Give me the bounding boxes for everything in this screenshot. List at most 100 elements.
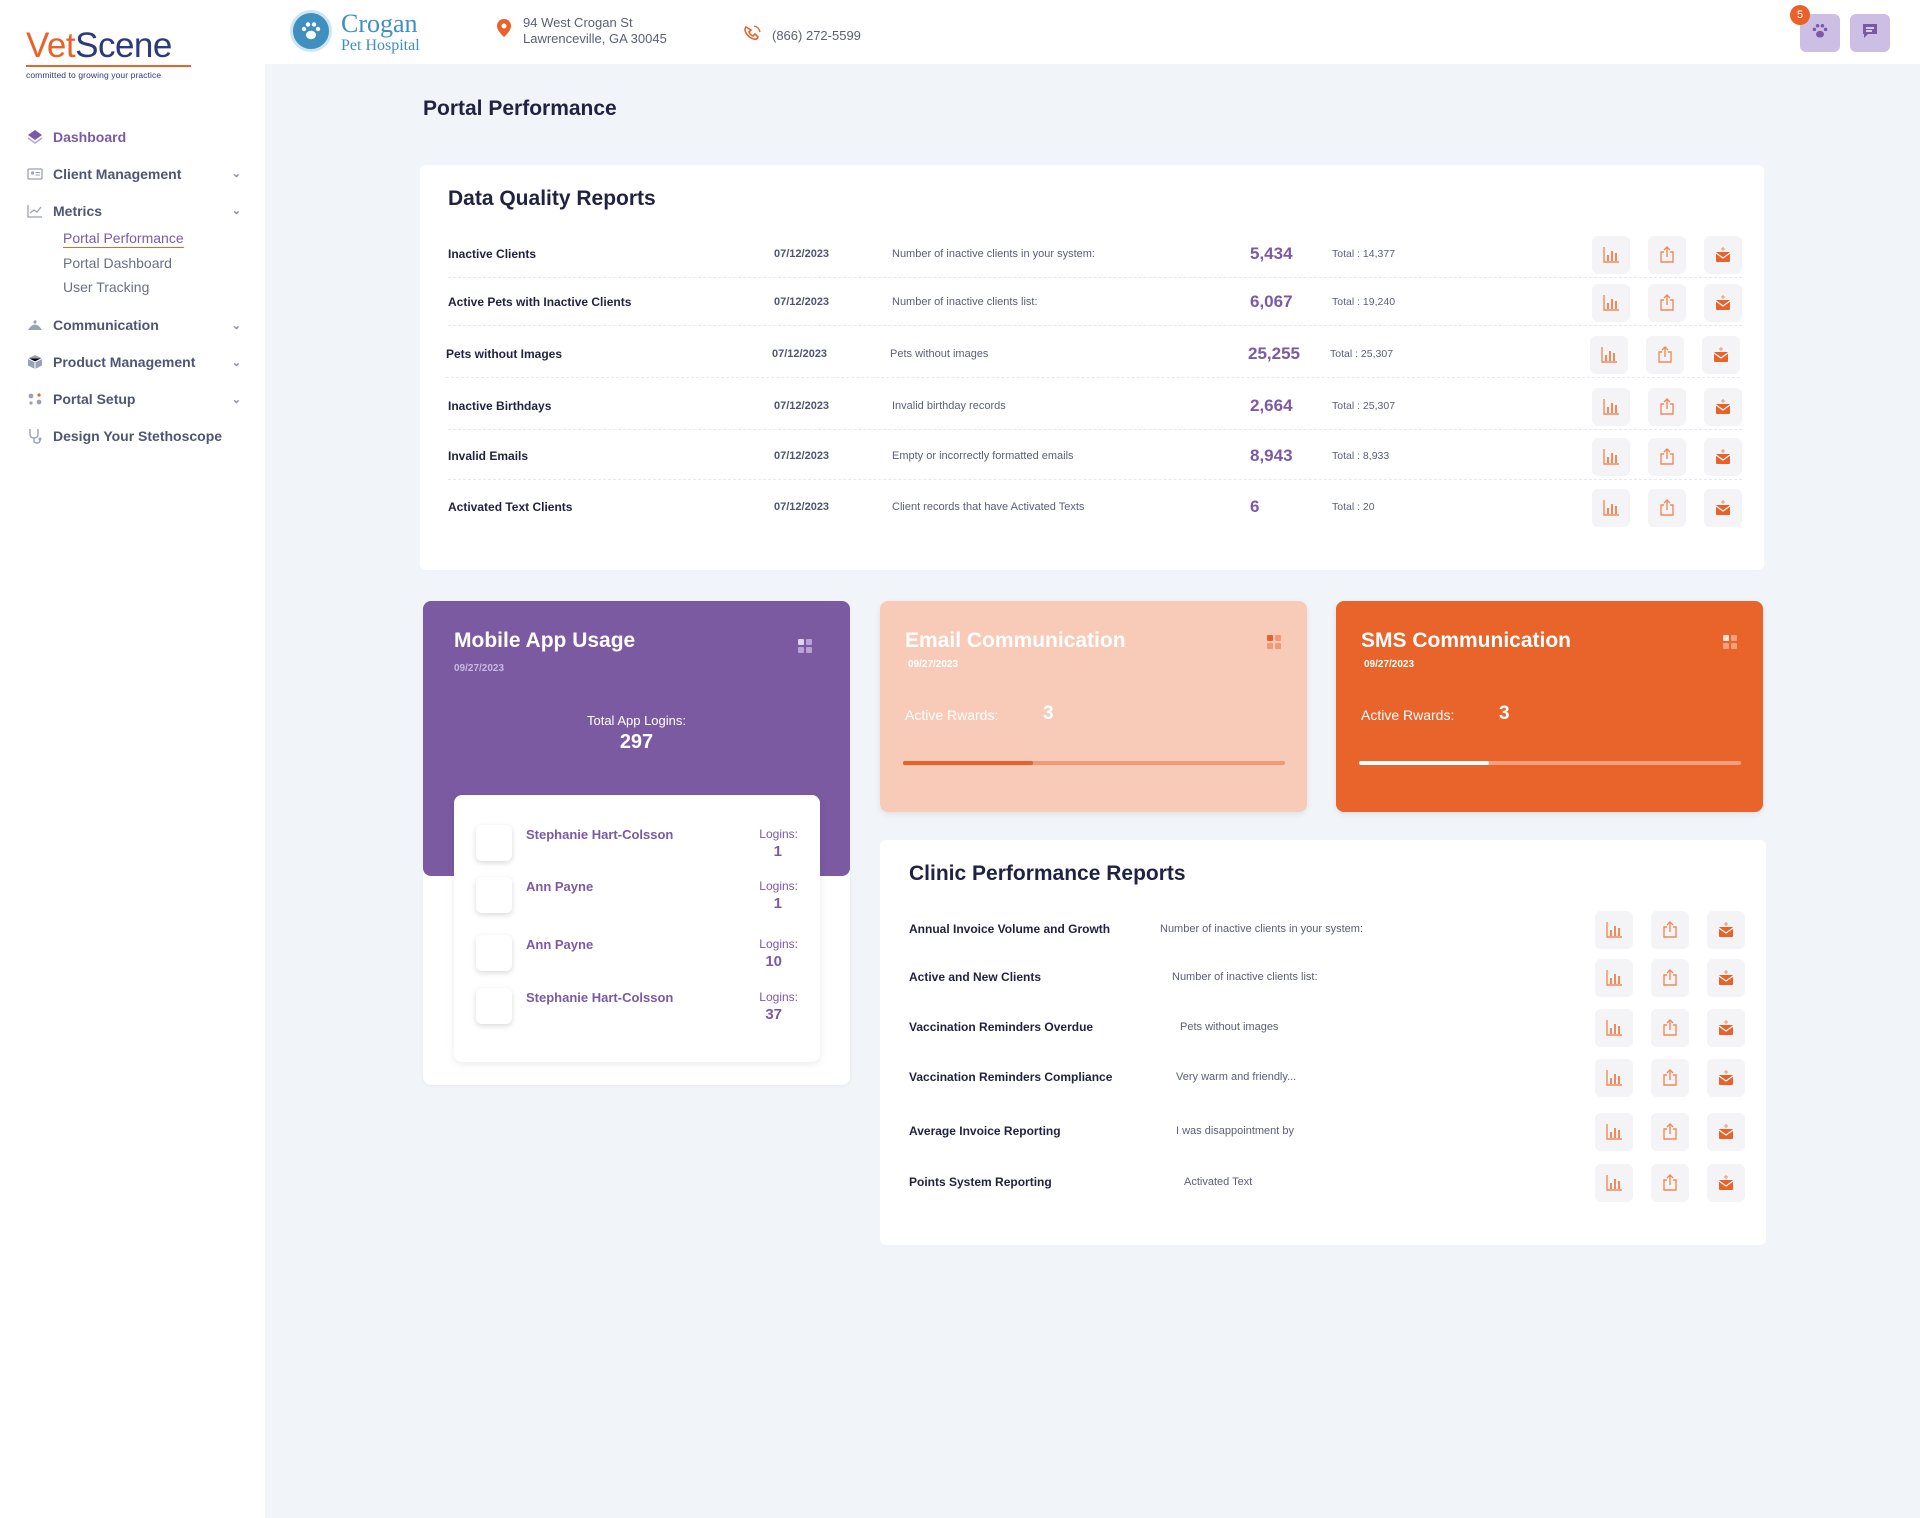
setup-icon — [26, 390, 44, 408]
messages-button[interactable] — [1850, 14, 1890, 52]
export-button[interactable] — [1651, 911, 1689, 949]
report-date: 07/12/2023 — [774, 399, 830, 412]
report-name[interactable]: Points System Reporting — [909, 1175, 1052, 1189]
mail-icon — [1712, 346, 1730, 364]
mail-icon — [1717, 1069, 1735, 1087]
logo-underline — [26, 65, 191, 67]
report-name[interactable]: Inactive Birthdays — [448, 398, 552, 413]
report-name[interactable]: Vaccination Reminders Overdue — [909, 1020, 1094, 1034]
report-name[interactable]: Activated Text Clients — [448, 500, 573, 514]
export-button[interactable] — [1651, 1164, 1689, 1202]
sms-active-label: Active Rwards: — [1361, 707, 1455, 723]
subnav-portal-performance[interactable]: Portal Performance — [63, 230, 184, 248]
email-report-button[interactable] — [1704, 388, 1742, 426]
export-button[interactable] — [1648, 388, 1686, 426]
email-report-button[interactable] — [1707, 1113, 1745, 1151]
email-report-button[interactable] — [1704, 438, 1742, 476]
chart-report-button[interactable] — [1592, 284, 1630, 322]
export-button[interactable] — [1648, 236, 1686, 274]
row-actions — [1577, 1059, 1745, 1097]
chart-report-button[interactable] — [1590, 336, 1628, 374]
email-report-button[interactable] — [1707, 1009, 1745, 1047]
export-button[interactable] — [1651, 1113, 1689, 1151]
export-button[interactable] — [1646, 336, 1684, 374]
list-item[interactable]: Ann Payne Logins: 10 — [476, 935, 798, 985]
subnav-user-tracking[interactable]: User Tracking — [63, 279, 150, 295]
clinic-performance-card: Clinic Performance Reports Annual Invoic… — [880, 840, 1766, 1245]
chart-report-button[interactable] — [1595, 911, 1633, 949]
sidebar-item-product-management[interactable]: Product Management ⌄ — [26, 344, 241, 381]
report-name[interactable]: Average Invoice Reporting — [909, 1124, 1061, 1138]
report-name[interactable]: Vaccination Reminders Compliance — [909, 1070, 1113, 1084]
export-button[interactable] — [1651, 1059, 1689, 1097]
upload-icon — [1658, 398, 1676, 416]
report-name[interactable]: Active Pets with Inactive Clients — [448, 294, 632, 309]
grid-menu-icon[interactable] — [1267, 635, 1281, 649]
report-name[interactable]: Annual Invoice Volume and Growth — [909, 922, 1111, 936]
email-report-button[interactable] — [1704, 284, 1742, 322]
report-name[interactable]: Pets without Images — [446, 346, 563, 361]
chevron-down-icon[interactable]: ⌄ — [231, 168, 241, 180]
sidebar-item-design-stethoscope[interactable]: Design Your Stethoscope — [26, 418, 241, 455]
chart-report-button[interactable] — [1595, 959, 1633, 997]
list-item[interactable]: Stephanie Hart-Colsson Logins: 37 — [476, 988, 798, 1038]
clinic-phone[interactable]: (866) 272-5599 — [742, 24, 861, 47]
chart-report-button[interactable] — [1595, 1164, 1633, 1202]
pets-button[interactable]: 5 — [1790, 5, 1840, 52]
logins-label: Logins: — [759, 937, 798, 951]
table-row: Vaccination Reminders Compliance Very war… — [909, 1053, 1745, 1101]
clinic-badge — [283, 7, 339, 57]
sidebar-item-dashboard[interactable]: Dashboard — [26, 118, 241, 155]
table-row: Average Invoice Reporting I was disappoin… — [909, 1107, 1745, 1155]
list-item[interactable]: Stephanie Hart-Colsson Logins: 1 — [476, 825, 798, 875]
email-report-button[interactable] — [1707, 1059, 1745, 1097]
chart-report-button[interactable] — [1592, 489, 1630, 527]
email-report-button[interactable] — [1702, 336, 1740, 374]
report-name[interactable]: Invalid Emails — [448, 448, 529, 463]
subnav-portal-dashboard[interactable]: Portal Dashboard — [63, 254, 172, 271]
export-button[interactable] — [1648, 438, 1686, 476]
sidebar-item-portal-setup[interactable]: Portal Setup ⌄ — [26, 381, 241, 418]
table-row: Invalid Emails 07/12/2023 Empty or incorre… — [448, 432, 1742, 480]
user-checkbox[interactable] — [476, 988, 512, 1024]
chart-report-button[interactable] — [1592, 388, 1630, 426]
chart-report-button[interactable] — [1592, 438, 1630, 476]
grid-menu-icon[interactable] — [798, 639, 812, 653]
logins-value: 37 — [765, 1006, 782, 1023]
clinic-logo[interactable]: Crogan Pet Hospital — [283, 7, 420, 57]
user-name: Ann Payne — [526, 937, 594, 952]
email-progress-bar — [903, 761, 1285, 765]
sidebar-item-metrics[interactable]: Metrics ⌄ — [26, 192, 241, 229]
user-checkbox[interactable] — [476, 877, 512, 913]
user-checkbox[interactable] — [476, 825, 512, 861]
grid-menu-icon[interactable] — [1723, 635, 1737, 649]
sidebar-item-communication[interactable]: Communication ⌄ — [26, 307, 241, 344]
chevron-down-icon[interactable]: ⌄ — [231, 356, 241, 369]
email-report-button[interactable] — [1704, 236, 1742, 274]
email-report-button[interactable] — [1707, 911, 1745, 949]
user-checkbox[interactable] — [476, 935, 512, 971]
export-button[interactable] — [1648, 489, 1686, 527]
sidebar-item-client-management[interactable]: Client Management ⌄ — [26, 155, 241, 192]
export-button[interactable] — [1651, 1009, 1689, 1047]
chevron-down-icon[interactable]: ⌄ — [231, 319, 241, 332]
chart-report-button[interactable] — [1592, 236, 1630, 274]
report-total: Total : 19,240 — [1332, 295, 1396, 308]
export-button[interactable] — [1648, 284, 1686, 322]
report-name[interactable]: Active and New Clients — [909, 970, 1042, 984]
export-button[interactable] — [1651, 959, 1689, 997]
report-name[interactable]: Inactive Clients — [448, 246, 537, 261]
chevron-down-icon[interactable]: ⌄ — [231, 393, 241, 406]
table-row: Active and New Clients Number of inactive… — [909, 953, 1745, 1001]
chart-report-button[interactable] — [1595, 1009, 1633, 1047]
chart-report-button[interactable] — [1595, 1059, 1633, 1097]
email-report-button[interactable] — [1704, 489, 1742, 527]
email-report-button[interactable] — [1707, 1164, 1745, 1202]
upload-icon — [1661, 969, 1679, 987]
sidebar-item-label: Portal Setup — [53, 391, 136, 407]
list-item[interactable]: Ann Payne Logins: 1 — [476, 877, 798, 927]
vetscene-logo[interactable]: VetScene committed to growing your pract… — [26, 28, 196, 80]
email-report-button[interactable] — [1707, 959, 1745, 997]
chevron-down-icon[interactable]: ⌄ — [231, 205, 241, 217]
chart-report-button[interactable] — [1595, 1113, 1633, 1151]
